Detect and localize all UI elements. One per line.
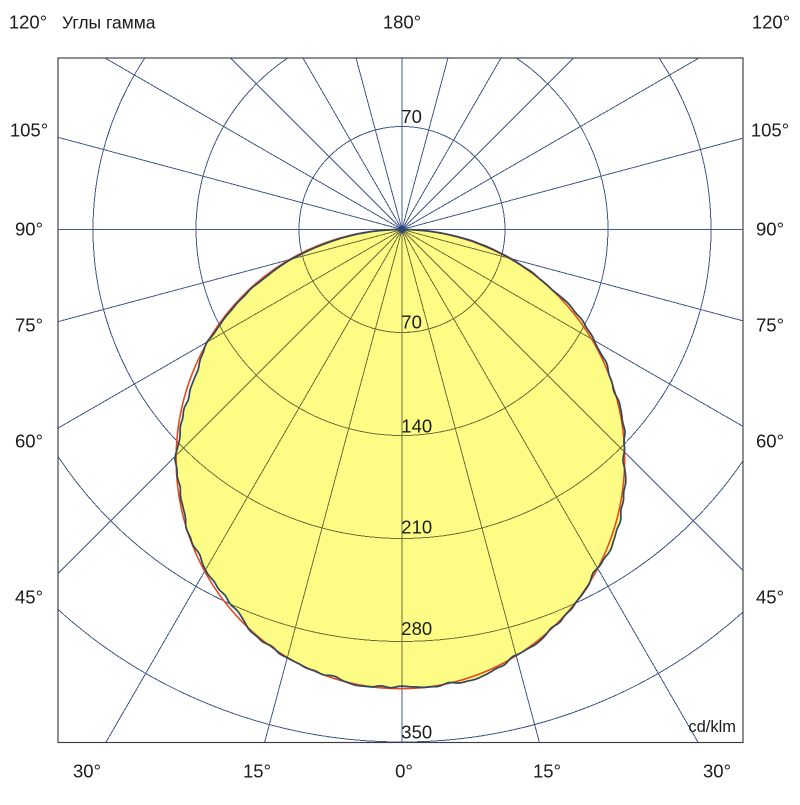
svg-text:60°: 60°: [756, 431, 784, 452]
svg-text:75°: 75°: [756, 315, 784, 336]
svg-text:105°: 105°: [10, 120, 48, 141]
svg-text:90°: 90°: [15, 219, 43, 240]
svg-text:60°: 60°: [15, 431, 43, 452]
svg-text:45°: 45°: [15, 587, 43, 608]
svg-text:0°: 0°: [395, 761, 413, 782]
svg-text:45°: 45°: [756, 587, 784, 608]
svg-text:cd/klm: cd/klm: [688, 718, 736, 736]
svg-text:105°: 105°: [751, 120, 789, 141]
svg-text:70: 70: [401, 311, 422, 332]
svg-text:70: 70: [401, 106, 422, 127]
svg-text:30°: 30°: [73, 761, 101, 782]
svg-text:90°: 90°: [756, 219, 784, 240]
svg-text:350: 350: [401, 721, 432, 742]
svg-text:120°: 120°: [752, 12, 790, 33]
svg-text:180°: 180°: [383, 12, 421, 33]
svg-text:140: 140: [401, 416, 432, 437]
svg-text:280: 280: [401, 618, 432, 639]
svg-text:15°: 15°: [533, 761, 561, 782]
svg-text:75°: 75°: [15, 315, 43, 336]
svg-text:210: 210: [401, 517, 432, 538]
svg-text:30°: 30°: [703, 761, 731, 782]
svg-text:Углы гамма: Углы гамма: [62, 13, 156, 33]
svg-text:120°: 120°: [9, 12, 47, 33]
svg-text:15°: 15°: [243, 761, 271, 782]
